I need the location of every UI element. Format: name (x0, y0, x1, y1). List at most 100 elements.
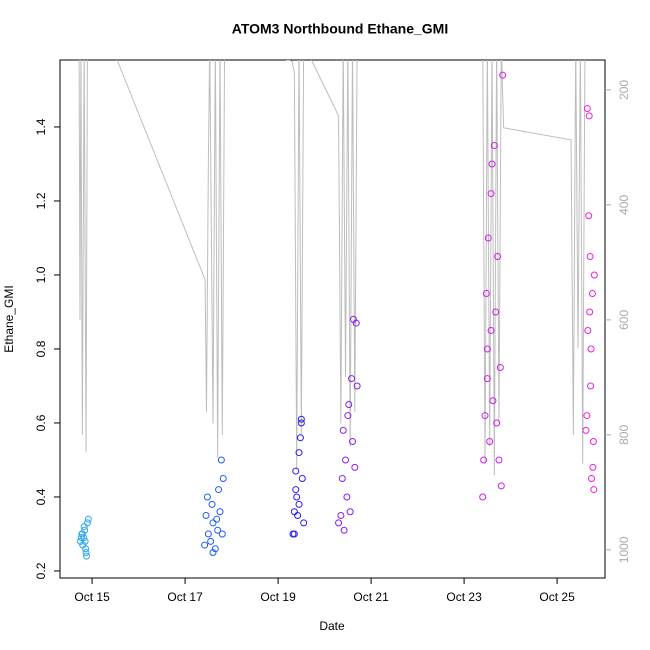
x-tick-label: Oct 17 (167, 590, 203, 604)
point (582, 426, 590, 434)
point (344, 412, 352, 420)
point (203, 493, 211, 501)
point (484, 234, 492, 242)
point (300, 519, 308, 527)
point (346, 508, 354, 516)
point (294, 511, 302, 519)
point (290, 530, 298, 538)
x-tick-label: Oct 23 (446, 590, 482, 604)
y2-tick-label: 200 (617, 80, 631, 100)
point (494, 252, 502, 260)
point (497, 482, 505, 490)
x-tick-label: Oct 19 (260, 590, 296, 604)
point (293, 493, 301, 501)
y-tick-label: 1.0 (34, 266, 48, 283)
point (209, 548, 217, 556)
point (585, 112, 593, 120)
point (499, 71, 507, 79)
point (482, 289, 490, 297)
point (80, 534, 88, 542)
point (215, 486, 223, 494)
point (290, 508, 298, 516)
point (77, 534, 85, 542)
point (84, 515, 92, 523)
y-tick-label: 0.8 (34, 340, 48, 357)
point (217, 456, 225, 464)
x-tick-label: Oct 21 (353, 590, 389, 604)
point (80, 523, 88, 531)
plot-area (76, 60, 598, 560)
point (292, 486, 300, 494)
point (492, 308, 500, 316)
point (209, 519, 217, 527)
x-tick-label: Oct 25 (539, 590, 575, 604)
point (216, 508, 224, 516)
point (345, 400, 353, 408)
point (481, 412, 489, 420)
point (214, 526, 222, 534)
point (218, 530, 226, 538)
point (81, 537, 89, 545)
point (583, 412, 591, 420)
point (586, 252, 594, 260)
point (292, 467, 300, 475)
point (588, 289, 596, 297)
point (339, 426, 347, 434)
y-tick-label: 0.4 (34, 488, 48, 505)
point (589, 437, 597, 445)
point (78, 530, 86, 538)
point (201, 541, 209, 549)
point (208, 500, 216, 508)
point (335, 519, 343, 527)
point (353, 382, 361, 390)
y-tick-label: 0.6 (34, 414, 48, 431)
plot-frame (59, 59, 606, 579)
point (352, 319, 360, 327)
point (343, 493, 351, 501)
pressure-line (78, 60, 586, 476)
point (479, 493, 487, 501)
point (83, 552, 91, 560)
point (348, 437, 356, 445)
point (348, 375, 356, 383)
point (587, 345, 595, 353)
point (296, 434, 304, 442)
point (81, 526, 89, 534)
point (351, 463, 359, 471)
point (486, 437, 494, 445)
y2-tick-label: 400 (617, 195, 631, 215)
point (588, 474, 596, 482)
point (586, 308, 594, 316)
point (489, 397, 497, 405)
point (338, 474, 346, 482)
point (340, 526, 348, 534)
point (82, 548, 90, 556)
point (483, 375, 491, 383)
point (587, 382, 595, 390)
point (496, 363, 504, 371)
point (297, 419, 305, 427)
point (583, 104, 591, 112)
point (297, 415, 305, 423)
right-axis: 200 400 600 800 1000 (605, 80, 631, 563)
y-tick-label: 1.2 (34, 192, 48, 209)
y-tick-label: 1.4 (34, 118, 48, 135)
y-tick-label: 0.2 (34, 562, 48, 579)
point (204, 530, 212, 538)
x-tick-label: Oct 15 (74, 590, 110, 604)
point (493, 419, 501, 427)
point (589, 463, 597, 471)
y2-tick-label: 600 (617, 310, 631, 330)
point (590, 271, 598, 279)
point (585, 212, 593, 220)
point (342, 456, 350, 464)
x-axis-title: Date (319, 619, 345, 633)
point (487, 190, 495, 198)
y-axis-title: Ethane_GMI (2, 285, 16, 352)
point (495, 456, 503, 464)
point (487, 326, 495, 334)
point (483, 345, 491, 353)
point (295, 500, 303, 508)
point (584, 326, 592, 334)
